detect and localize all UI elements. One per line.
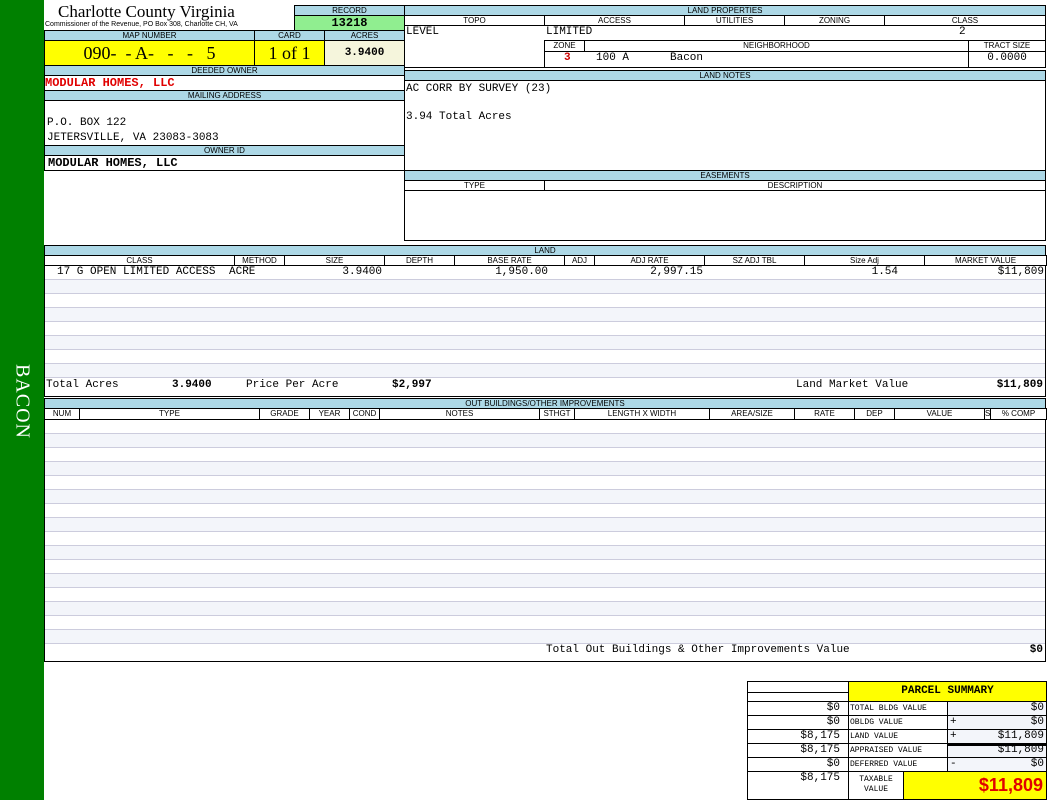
- zone-value: 3: [564, 52, 571, 64]
- address-line-2: JETERSVILLE, VA 23083-3083: [47, 132, 219, 144]
- taxable-value: $11,809: [903, 771, 1047, 800]
- land-cell: 3.9400: [342, 266, 382, 278]
- outbuildings-row: [45, 630, 1045, 644]
- outbuildings-row: [45, 462, 1045, 476]
- land-row: 17 G OPEN LIMITED ACCESS ACRE 3.9400 1,950.…: [45, 266, 1045, 280]
- outbuildings-row: [45, 420, 1045, 434]
- divider: [544, 51, 545, 68]
- deeded-owner: MODULAR HOMES, LLC: [44, 75, 405, 91]
- total-acres-label: Total Acres: [46, 379, 119, 391]
- land-row: [45, 336, 1045, 350]
- neighborhood-code: 100 A: [596, 52, 630, 64]
- topo-value: LEVEL: [406, 26, 440, 38]
- summary-row-label: APPRAISED VALUE: [848, 743, 948, 758]
- sidebar-label: BACON: [11, 363, 34, 439]
- total-acres-value: 3.9400: [172, 379, 212, 391]
- taxable-prior-value: $8,175: [747, 771, 849, 800]
- summary-operator: +: [950, 730, 957, 742]
- outbuildings-row: [45, 434, 1045, 448]
- land-row: [45, 322, 1045, 336]
- summary-value: $11,809: [997, 744, 1044, 756]
- land-table: 17 G OPEN LIMITED ACCESS ACRE 3.9400 1,950.…: [44, 265, 1046, 397]
- land-row: [45, 280, 1045, 294]
- zone-label: ZONE: [544, 40, 585, 52]
- land-market-value-label: Land Market Value: [796, 379, 909, 391]
- outbuildings-table: [44, 419, 1046, 662]
- land-note-line-2: 3.94 Total Acres: [406, 111, 512, 123]
- land-cell: $11,809: [997, 266, 1044, 278]
- land-row: [45, 364, 1045, 378]
- summary-value-cell: + $11,809: [947, 729, 1047, 744]
- summary-operator: +: [950, 716, 957, 728]
- taxable-value-label: TAXABLE VALUE: [848, 771, 904, 800]
- outbuildings-row: [45, 518, 1045, 532]
- page-subtitle: Commissioner of the Revenue, PO Box 308,…: [45, 21, 238, 28]
- outbuildings-row: [45, 602, 1045, 616]
- land-row: [45, 294, 1045, 308]
- summary-prior-value: $0: [747, 715, 849, 730]
- land-cell: 17 G OPEN LIMITED ACCESS: [57, 266, 216, 278]
- address-line-1: P.O. BOX 122: [47, 117, 127, 129]
- summary-value: $11,809: [997, 730, 1044, 742]
- outbuildings-total: $0: [1029, 644, 1043, 656]
- sidebar: [0, 0, 44, 800]
- summary-operator: -: [950, 758, 957, 770]
- outbuildings-row: [45, 560, 1045, 574]
- land-row: [45, 308, 1045, 322]
- outbuildings-row: [45, 448, 1045, 462]
- summary-value-cell: $0: [947, 701, 1047, 716]
- map-number: 090- - A- - - 5: [44, 40, 255, 66]
- summary-row-label: DEFERRED VALUE: [848, 757, 948, 772]
- summary-prior-value: $0: [747, 701, 849, 716]
- neighborhood-label: NEIGHBORHOOD: [584, 40, 969, 52]
- outbuildings-row: [45, 574, 1045, 588]
- outbuildings-row: [45, 546, 1045, 560]
- acres-value: 3.9400: [324, 40, 405, 66]
- land-cell: ACRE: [229, 266, 256, 278]
- summary-value: $0: [1030, 716, 1044, 728]
- price-per-acre-label: Price Per Acre: [246, 379, 339, 391]
- outbuildings-row: [45, 588, 1045, 602]
- summary-value-cell: $11,809: [947, 743, 1047, 758]
- outbuildings-row: [45, 616, 1045, 630]
- divider: [968, 51, 969, 68]
- summary-row-label: TOTAL BLDG VALUE: [848, 701, 948, 716]
- land-cell: 2,997.15: [650, 266, 703, 278]
- land-notes: AC CORR BY SURVEY (23) 3.94 Total Acres: [404, 80, 1046, 171]
- page-title: Charlotte County Virginia: [58, 2, 235, 21]
- outbuildings-row: [45, 490, 1045, 504]
- price-per-acre-value: $2,997: [392, 379, 432, 391]
- tract-size-label: TRACT SIZE: [968, 40, 1046, 52]
- land-cell: 1,950.00: [495, 266, 548, 278]
- summary-prior-value: $8,175: [747, 729, 849, 744]
- land-note-line-1: AC CORR BY SURVEY (23): [406, 83, 552, 95]
- summary-value: $0: [1030, 758, 1044, 770]
- summary-row-label: OBLDG VALUE: [848, 715, 948, 730]
- land-row: [45, 350, 1045, 364]
- access-value: LIMITED: [546, 26, 593, 38]
- summary-value-cell: - $0: [947, 757, 1047, 772]
- land-market-value: $11,809: [996, 379, 1043, 391]
- summary-row-label: LAND VALUE: [848, 729, 948, 744]
- summary-prior-value: $0: [747, 757, 849, 772]
- mailing-address: P.O. BOX 122 JETERSVILLE, VA 23083-3083: [44, 100, 405, 146]
- card-value: 1 of 1: [254, 40, 325, 66]
- easements-body: [404, 190, 1046, 241]
- outbuildings-row: [45, 476, 1045, 490]
- class-value: 2: [959, 26, 966, 38]
- summary-value: $0: [1030, 702, 1044, 714]
- record-value: 13218: [294, 15, 405, 31]
- summary-value-cell: + $0: [947, 715, 1047, 730]
- summary-prior-value: $8,175: [747, 743, 849, 758]
- neighborhood-value: Bacon: [670, 52, 704, 64]
- outbuildings-row: [45, 504, 1045, 518]
- land-cell: 1.54: [871, 266, 898, 278]
- tract-size-value: 0.0000: [987, 52, 1027, 64]
- outbuildings-total-label: Total Out Buildings & Other Improvements…: [546, 644, 850, 656]
- owner-id: MODULAR HOMES, LLC: [44, 155, 405, 171]
- outbuildings-row: [45, 532, 1045, 546]
- parcel-summary-title: PARCEL SUMMARY: [848, 681, 1047, 702]
